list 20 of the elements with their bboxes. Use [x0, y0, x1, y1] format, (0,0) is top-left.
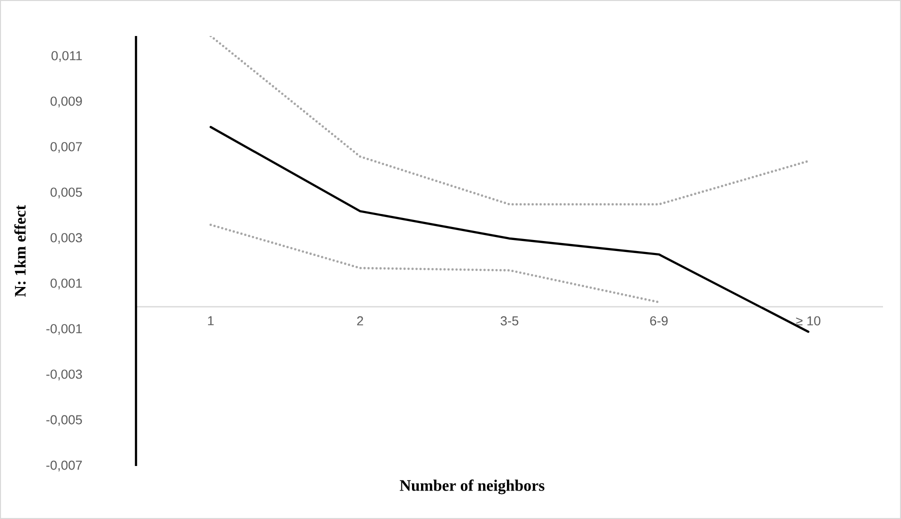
line-series: [210, 126, 810, 333]
x-tick-label: 1: [208, 316, 214, 326]
x-tick-label: 3-5: [500, 316, 518, 326]
y-tick-label: 0,007: [50, 142, 82, 153]
y-tick-label: 0,003: [50, 233, 82, 244]
x-tick-label: 6-9: [650, 316, 668, 326]
x-axis-title: Number of neighbors: [400, 480, 544, 494]
y-tick-label: 0,009: [50, 96, 82, 108]
x-tick-label: 2: [357, 316, 364, 326]
y-tick-label: -0,005: [46, 415, 82, 426]
y-tick-label: -0,007: [46, 460, 82, 472]
line-series: [210, 36, 810, 206]
y-axis-title: N: 1km effect: [14, 205, 26, 297]
y-tick-label: -0,001: [46, 324, 82, 335]
y-tick-label: 0,011: [52, 51, 82, 62]
x-tick-label: ≥ 10: [796, 316, 820, 326]
line-series: [210, 224, 660, 304]
y-tick-label: 0,001: [50, 278, 82, 290]
y-tick-label: 0,005: [50, 188, 82, 198]
y-tick-label: -0,003: [46, 370, 82, 380]
